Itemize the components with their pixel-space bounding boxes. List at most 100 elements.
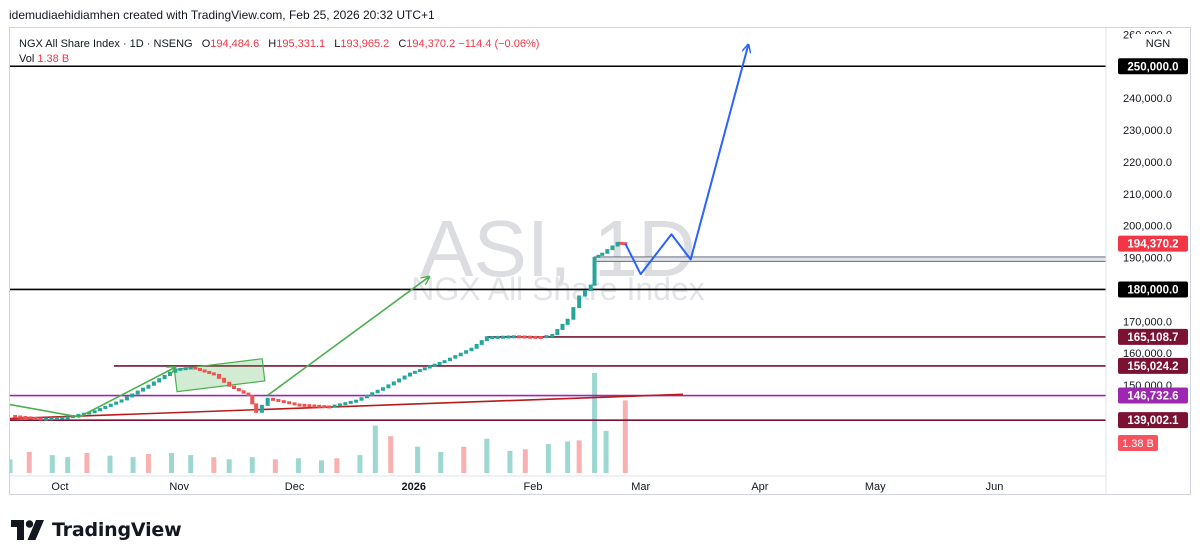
volume-bar <box>592 373 598 473</box>
volume-bar <box>484 438 490 473</box>
candle <box>236 388 241 392</box>
x-tick-label: Apr <box>751 481 768 493</box>
current-price-label: 194,370.2 <box>1127 239 1178 251</box>
candle <box>232 385 237 390</box>
candle <box>359 397 364 401</box>
candle <box>544 335 549 339</box>
volume-label-bg <box>1118 435 1158 451</box>
candle <box>571 307 576 320</box>
candle <box>348 400 353 404</box>
chart-frame: ASI, 1D NGX All Share Index 150,000.0 160,0… <box>9 27 1191 495</box>
candle <box>49 417 54 421</box>
candle <box>522 335 527 339</box>
candle <box>76 413 81 417</box>
candle <box>588 284 593 292</box>
symbol-name: NGX All Share Index · 1D · NSENG <box>19 38 193 50</box>
candle <box>87 411 92 415</box>
volume-bar <box>522 449 528 473</box>
projection-arrow <box>624 45 748 276</box>
candle <box>18 415 23 419</box>
candle <box>135 390 140 395</box>
attribution-text: idemudiaehidiamhen created with TradingV… <box>9 8 435 22</box>
candle <box>227 381 232 387</box>
candle <box>490 336 495 340</box>
candle <box>354 399 359 403</box>
candle <box>103 405 108 410</box>
candle <box>317 404 322 408</box>
candle <box>605 249 610 254</box>
volume-bar <box>107 455 113 473</box>
candle <box>327 405 332 409</box>
candle <box>619 241 624 245</box>
x-tick-label: Mar <box>631 481 650 493</box>
volume-bar <box>26 451 32 473</box>
candle <box>167 371 172 376</box>
volume-bar <box>461 446 467 473</box>
volume-axis-label: 1.38 B <box>1122 438 1154 450</box>
candle <box>157 378 162 383</box>
candle <box>292 402 297 406</box>
candle <box>381 387 386 391</box>
volume-bar <box>334 458 340 473</box>
volume-bar <box>49 455 55 473</box>
candle <box>432 363 437 367</box>
candle <box>222 377 227 383</box>
candle <box>28 416 33 420</box>
level-label-bg <box>1118 281 1188 298</box>
low-value: 193,965.2 <box>340 38 390 50</box>
high-label: H <box>268 38 277 50</box>
x-tick-label: Feb <box>524 481 543 493</box>
candle <box>370 392 375 396</box>
candle <box>527 335 532 339</box>
candle <box>60 416 65 420</box>
candle <box>412 370 417 374</box>
candle <box>259 404 264 413</box>
volume-row: Vol 1.38 B <box>19 52 539 67</box>
volume-bar <box>169 453 175 473</box>
candle <box>596 254 601 258</box>
volume-bar <box>145 454 151 473</box>
x-tick-label: Nov <box>169 481 189 493</box>
y-tick-label: 190,000.0 <box>1123 253 1172 265</box>
candle <box>442 360 447 364</box>
candle <box>246 392 251 396</box>
candle <box>391 381 396 386</box>
volume-bar <box>545 444 551 473</box>
open-value: 194,484.6 <box>210 38 260 50</box>
candle <box>188 366 193 370</box>
candle <box>550 334 555 338</box>
volume-bar <box>576 440 582 473</box>
candle <box>364 394 369 399</box>
candle <box>38 417 43 421</box>
high-value: 195,331.1 <box>276 38 326 50</box>
change-value: −114.4 (−0.06%) <box>458 38 540 50</box>
candle <box>437 361 442 365</box>
volume-bar <box>249 457 255 473</box>
currency-label[interactable]: NGN <box>1132 34 1184 54</box>
candle <box>65 416 70 420</box>
candle <box>484 336 489 342</box>
volume-bar <box>603 430 609 473</box>
candle <box>151 381 156 386</box>
candle <box>193 366 198 370</box>
candle <box>615 241 620 247</box>
candle <box>92 410 97 414</box>
candle <box>33 416 38 420</box>
tradingview-logo-icon <box>11 520 44 540</box>
tradingview-brand[interactable]: TradingView <box>11 516 182 544</box>
candle <box>287 401 292 405</box>
candle <box>577 295 582 309</box>
candle <box>464 350 469 354</box>
candle <box>501 335 506 339</box>
candle <box>97 408 102 412</box>
candle <box>343 402 348 406</box>
candle <box>538 336 543 340</box>
candle <box>582 290 587 297</box>
candle <box>474 343 479 349</box>
level-label-bg <box>1118 58 1188 75</box>
level-label: 250,000.0 <box>1127 61 1178 73</box>
candle <box>146 384 151 389</box>
volume-label: Vol <box>19 53 35 65</box>
candle <box>511 335 516 339</box>
